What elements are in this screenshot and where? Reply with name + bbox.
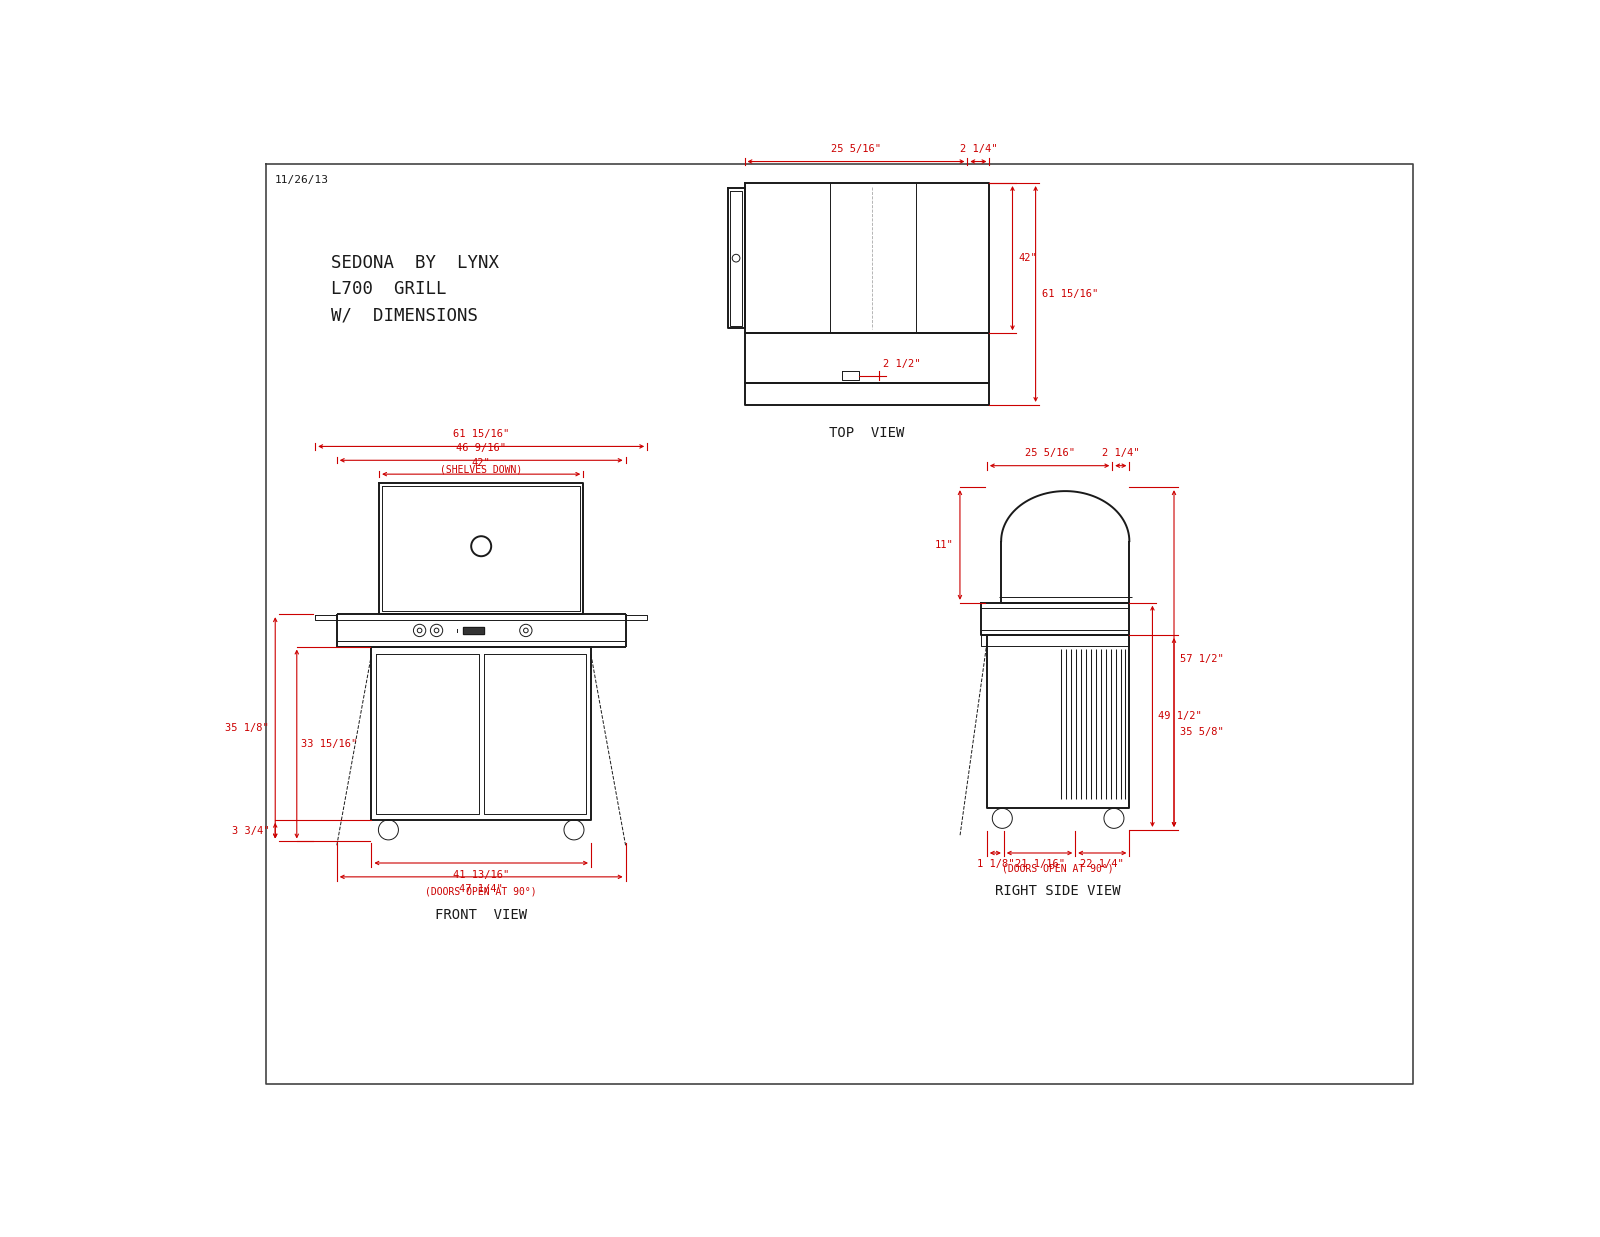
Text: SEDONA  BY  LYNX: SEDONA BY LYNX: [331, 254, 499, 272]
Text: 3 3/4": 3 3/4": [232, 825, 269, 836]
Text: 42": 42": [472, 458, 491, 468]
Text: 61 15/16": 61 15/16": [453, 429, 509, 439]
Text: 33 15/16": 33 15/16": [301, 738, 358, 750]
Text: L700  GRILL: L700 GRILL: [331, 280, 446, 298]
Text: 35 5/8": 35 5/8": [1181, 727, 1224, 737]
Text: (SHELVES DOWN): (SHELVES DOWN): [440, 464, 522, 474]
Text: 1 1/8": 1 1/8": [976, 860, 1014, 870]
Text: 11/26/13: 11/26/13: [275, 176, 330, 186]
Text: 46 9/16": 46 9/16": [456, 443, 506, 453]
Text: 41 13/16": 41 13/16": [453, 870, 509, 880]
Text: 25 5/16": 25 5/16": [830, 143, 882, 153]
Text: 25 5/16": 25 5/16": [1024, 448, 1075, 458]
Text: W/  DIMENSIONS: W/ DIMENSIONS: [331, 306, 478, 324]
Text: (DOORS OPEN AT 90°): (DOORS OPEN AT 90°): [1002, 863, 1114, 873]
Text: TOP  VIEW: TOP VIEW: [829, 427, 904, 440]
Text: 47 1/4": 47 1/4": [459, 883, 502, 894]
Text: (DOORS OPEN AT 90°): (DOORS OPEN AT 90°): [426, 886, 538, 896]
Text: RIGHT SIDE VIEW: RIGHT SIDE VIEW: [995, 883, 1122, 898]
Text: 61 15/16": 61 15/16": [1042, 289, 1098, 299]
Text: 49 1/2": 49 1/2": [1158, 711, 1202, 721]
Polygon shape: [464, 627, 483, 635]
Text: 2 1/4": 2 1/4": [960, 143, 997, 153]
Text: 42": 42": [1019, 254, 1037, 263]
Text: 22 1/4": 22 1/4": [1080, 860, 1125, 870]
Text: 2 1/4": 2 1/4": [1102, 448, 1139, 458]
Text: FRONT  VIEW: FRONT VIEW: [435, 908, 528, 922]
Text: 11": 11": [934, 541, 954, 550]
Text: 2 1/2": 2 1/2": [883, 360, 920, 370]
Text: 21 1/16": 21 1/16": [1014, 860, 1064, 870]
Text: 57 1/2": 57 1/2": [1181, 653, 1224, 663]
Text: 35 1/8": 35 1/8": [226, 722, 269, 732]
